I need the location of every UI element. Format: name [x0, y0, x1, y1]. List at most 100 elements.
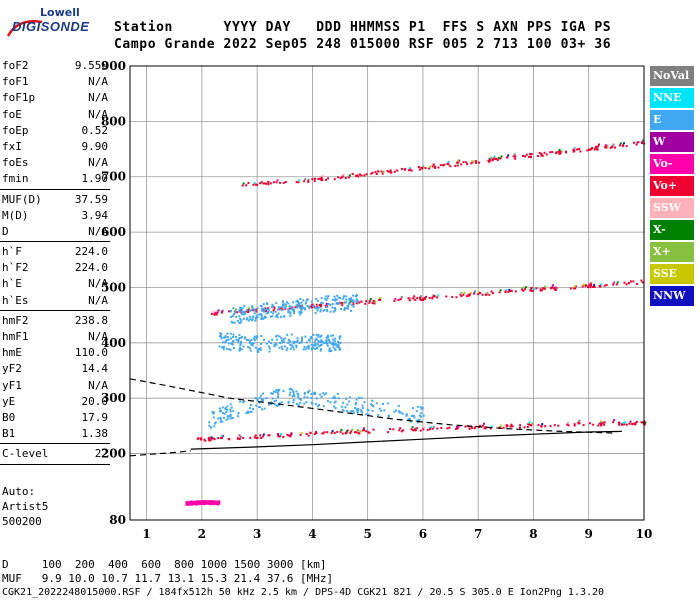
echo-point [640, 141, 643, 144]
echo-point [230, 417, 233, 420]
echo-point [212, 411, 215, 414]
echo-point [286, 433, 289, 436]
echo-point [308, 307, 311, 310]
echo-point [257, 350, 260, 353]
echo-point [590, 284, 593, 287]
echo-point [324, 297, 327, 300]
echo-point [206, 502, 209, 505]
echo-point [326, 400, 329, 403]
echo-point [344, 301, 347, 304]
echo-point [274, 315, 277, 318]
echo-point [488, 293, 491, 296]
echo-point [344, 432, 347, 435]
echo-point [573, 148, 576, 151]
echo-point [612, 421, 615, 424]
x-tick-label: 4 [308, 527, 316, 541]
param-row: hmF1 N/A [0, 329, 112, 345]
echo-point [398, 429, 401, 432]
echo-point [262, 317, 265, 320]
echo-point [362, 427, 365, 430]
trace [229, 294, 358, 324]
echo-point [368, 431, 371, 434]
echo-point [249, 349, 252, 352]
echo-point [211, 411, 214, 414]
echo-point [300, 431, 303, 434]
param-row: foE N/A [0, 107, 112, 123]
digisonde-logo: Lowell DIGISONDE [2, 6, 102, 42]
echo-point [260, 342, 263, 345]
echo-point [336, 430, 339, 433]
echo-point [284, 307, 287, 310]
echo-point [265, 308, 268, 311]
echo-point [262, 310, 265, 313]
param-value: N/A [88, 378, 108, 392]
echo-point [245, 310, 248, 313]
echo-point [412, 414, 415, 417]
echo-point [523, 426, 526, 429]
echo-point [613, 281, 616, 284]
echo-point [337, 176, 340, 179]
echo-point [489, 427, 492, 430]
echo-point [269, 182, 272, 185]
echo-point [598, 285, 601, 288]
echo-point [289, 311, 292, 314]
echo-point [301, 304, 304, 307]
echo-point [513, 153, 516, 156]
echo-point [424, 167, 427, 170]
echo-point [315, 303, 318, 306]
echo-point [420, 298, 423, 301]
echo-point [319, 335, 322, 338]
echo-point [398, 411, 401, 414]
echo-point [486, 291, 489, 294]
param-name: h`E [2, 277, 22, 291]
echo-point [287, 302, 290, 305]
echo-point [289, 312, 292, 315]
param-name: foEp [2, 123, 29, 137]
divider [0, 443, 110, 445]
echo-point [302, 299, 305, 302]
echo-point [589, 286, 592, 289]
echo-point [360, 174, 363, 177]
echo-point [232, 410, 235, 413]
echo-point [212, 437, 215, 440]
echo-point [311, 178, 314, 181]
echo-point [314, 339, 317, 342]
echo-point [200, 500, 203, 503]
echo-point [238, 349, 241, 352]
echo-point [299, 307, 302, 310]
echo-point [413, 416, 416, 419]
echo-point [419, 298, 422, 301]
echo-point [347, 305, 350, 308]
echo-point [314, 402, 317, 405]
echo-point [629, 280, 632, 283]
echo-point [313, 392, 316, 395]
echo-point [457, 161, 460, 164]
echo-point [415, 427, 418, 430]
echo-point [414, 428, 417, 431]
param-name: foF1p [2, 91, 36, 105]
echo-point [602, 421, 605, 424]
echo-point [255, 336, 258, 339]
echo-point [432, 163, 435, 166]
echo-point [352, 294, 355, 297]
echo-point [292, 342, 295, 345]
param-row: foEp 0.52 [0, 123, 112, 139]
echo-point [447, 163, 450, 166]
echo-point [485, 293, 488, 296]
echo-point [348, 400, 351, 403]
echo-point [539, 289, 542, 292]
echo-point [213, 425, 216, 428]
echo-point [208, 439, 211, 442]
echo-point [407, 417, 410, 420]
echo-point [329, 401, 332, 404]
legend-item: X+ [650, 242, 694, 262]
param-row: h`E N/A [0, 276, 112, 292]
echo-point [310, 343, 313, 346]
echo-point [332, 397, 335, 400]
echo-point [519, 426, 522, 429]
echo-point [423, 426, 426, 429]
param-name: foE [2, 107, 22, 121]
echo-point [529, 423, 532, 426]
echo-point [593, 148, 596, 151]
echo-point [319, 305, 322, 308]
